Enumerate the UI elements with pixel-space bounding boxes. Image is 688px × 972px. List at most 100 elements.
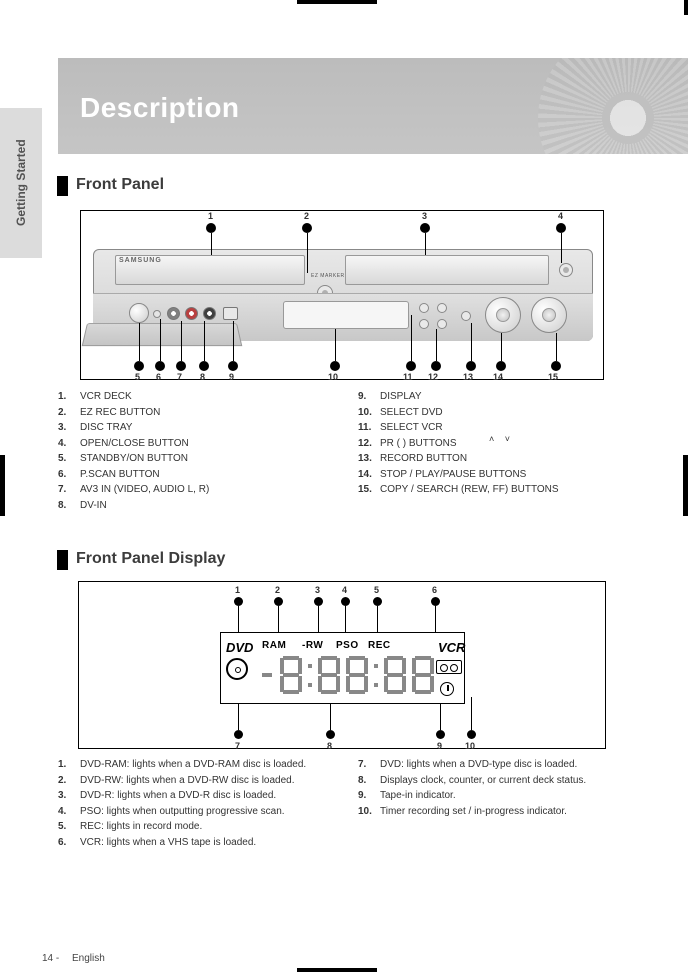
callout-dot: [431, 361, 441, 371]
callout-dot: [341, 597, 350, 606]
disc-graphic: [538, 58, 688, 154]
callout-number: 9: [229, 372, 234, 382]
callout-dot: [373, 597, 382, 606]
callout-line: [471, 697, 472, 730]
callout-line: [233, 321, 234, 361]
callout-dot: [406, 361, 416, 371]
callout-dot: [420, 223, 430, 233]
callout-number: 1: [208, 211, 213, 221]
cassette-icon: [436, 660, 462, 674]
callout-line: [160, 319, 161, 361]
page-title: Description: [80, 92, 240, 124]
callout-dot: [431, 597, 440, 606]
chapter-tab: Getting Started: [0, 108, 42, 258]
callout-dot: [466, 361, 476, 371]
stop-play-pause-dial: [485, 297, 521, 333]
callout-number: 12: [428, 372, 438, 382]
callout-dot: [176, 361, 186, 371]
callout-line: [501, 333, 502, 361]
callout-dot: [134, 361, 144, 371]
label-item: 9.Tape-in indicator.: [358, 789, 653, 803]
label-item: 11.SELECT VCR: [358, 421, 653, 435]
callout-number: 10: [328, 372, 338, 382]
vcr-indicator: VCR: [438, 640, 465, 655]
page-language: English: [72, 953, 105, 964]
pr-down-button: [437, 319, 447, 329]
page-number: 14 -: [42, 953, 59, 964]
device-diagram: SAMSUNG EZ MARKER 1 2 3 4 5 6 7 8 9 10: [80, 210, 604, 380]
callout-line: [561, 233, 562, 263]
page-header: Description: [58, 58, 688, 154]
callout-number: 3: [422, 211, 427, 221]
callout-line: [204, 321, 205, 361]
brand-label: SAMSUNG: [119, 257, 162, 264]
av3-audio-r-jack: [203, 307, 216, 320]
pscan-button: [153, 310, 161, 318]
label-item: 4.PSO: lights when outputting progressiv…: [58, 805, 353, 819]
callout-dot: [155, 361, 165, 371]
callout-number: 1: [235, 585, 240, 595]
lcd-rw-label: -RW: [302, 640, 323, 651]
label-item: 9.DISPLAY: [358, 390, 653, 404]
callout-number: 5: [374, 585, 379, 595]
label-item: 3.DISC TRAY: [58, 421, 353, 435]
front-display-window: [283, 301, 409, 329]
callout-dot: [496, 361, 506, 371]
section-title-front-panel: Front Panel: [76, 176, 164, 194]
callout-dot: [436, 730, 445, 739]
page-corner-marker: [684, 0, 688, 15]
callout-dot: [556, 223, 566, 233]
page-top-marker: [297, 0, 377, 4]
callout-number: 2: [275, 585, 280, 595]
label-item: 1.VCR DECK: [58, 390, 353, 404]
front-flap: [82, 323, 243, 346]
lcd-ram-label: RAM: [262, 640, 286, 651]
callout-number: 10: [465, 741, 475, 751]
callout-dot: [551, 361, 561, 371]
callout-number: 7: [177, 372, 182, 382]
open-close-button: [559, 263, 573, 277]
callout-dot: [467, 730, 476, 739]
lcd-rec-label: REC: [368, 640, 391, 651]
label-item: 10.SELECT DVD: [358, 406, 653, 420]
callout-dot: [199, 361, 209, 371]
callout-line: [330, 700, 331, 730]
callout-number: 8: [200, 372, 205, 382]
label-item: 7.AV3 IN (VIDEO, AUDIO L, R): [58, 483, 353, 497]
page-edge-marker-right: [683, 455, 688, 516]
section-title-front-panel-display: Front Panel Display: [76, 550, 225, 568]
section-marker: [57, 176, 68, 196]
label-item: 4.OPEN/CLOSE BUTTON: [58, 437, 353, 451]
label-item: 5.STANDBY/ON BUTTON: [58, 452, 353, 466]
callout-line: [471, 323, 472, 361]
callout-number: 7: [235, 741, 240, 751]
callout-number: 15: [548, 372, 558, 382]
label-item: 2.EZ REC BUTTON: [58, 406, 353, 420]
label-item: 2.DVD-RW: lights when a DVD-RW disc is l…: [58, 774, 353, 788]
callout-number: 8: [327, 741, 332, 751]
callout-line: [411, 315, 412, 361]
label-item: 1.DVD-RAM: lights when a DVD-RAM disc is…: [58, 758, 353, 772]
timer-icon: [440, 682, 454, 696]
callout-dot: [326, 730, 335, 739]
label-item: 13.RECORD BUTTON: [358, 452, 653, 466]
copy-search-dial: [531, 297, 567, 333]
dvd-indicator: DVD: [226, 640, 253, 655]
callout-number: 4: [558, 211, 563, 221]
callout-number: 9: [437, 741, 442, 751]
page-edge-marker-left: [0, 455, 5, 516]
callout-line: [436, 329, 437, 361]
av3-video-jack: [167, 307, 180, 320]
label-item: 12.PR ( ) BUTTONS: [358, 437, 653, 451]
disc-tray-slot: [345, 255, 549, 285]
callout-dot: [302, 223, 312, 233]
label-item: 6.P.SCAN BUTTON: [58, 468, 353, 482]
callout-number: 11: [403, 372, 413, 382]
callout-dot: [274, 597, 283, 606]
callout-number: 5: [135, 372, 140, 382]
callout-number: 13: [463, 372, 473, 382]
callout-line: [181, 321, 182, 361]
label-item: 10.Timer recording set / in-progress ind…: [358, 805, 653, 819]
label-item: 3.DVD-R: lights when a DVD-R disc is loa…: [58, 789, 353, 803]
callout-dot: [314, 597, 323, 606]
